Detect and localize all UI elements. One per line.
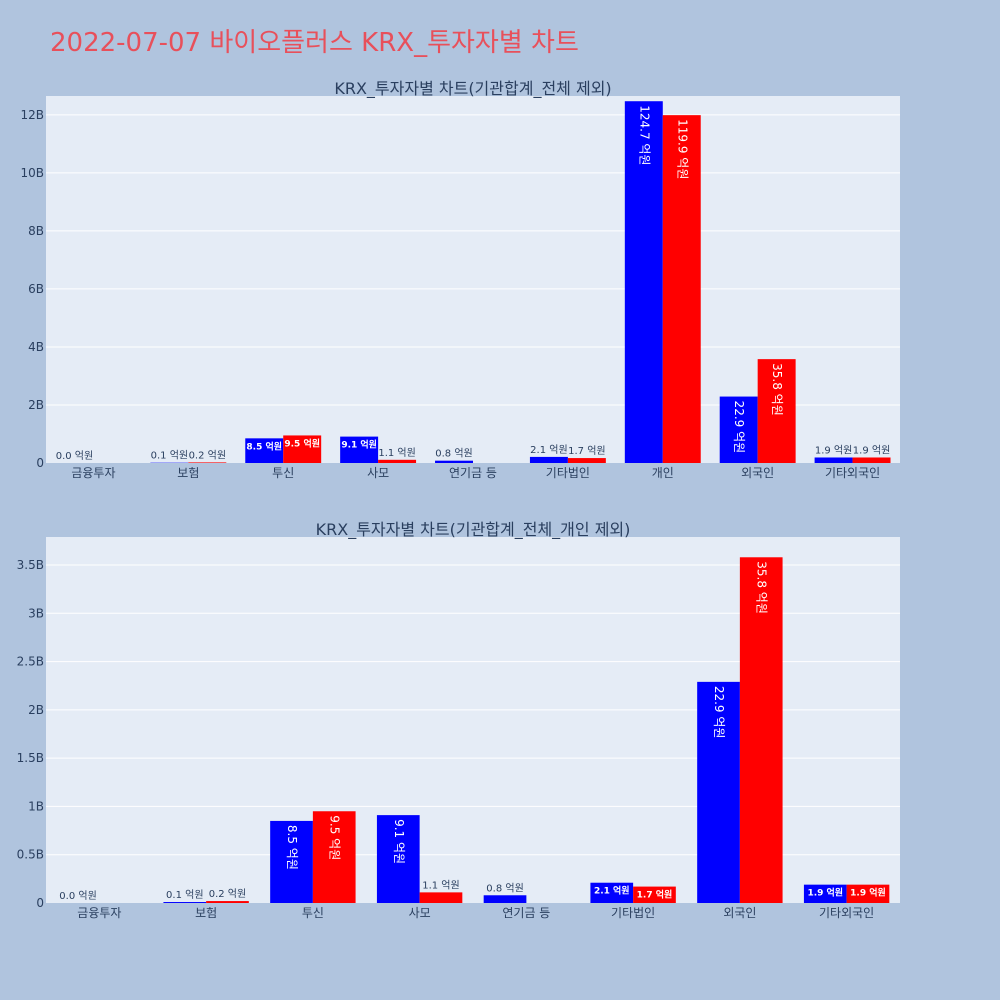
x-tick-label: 기타외국인 [819,906,874,920]
bar-data-label: 2.1 억원 [594,885,630,897]
bar-data-label: 1.1 억원 [422,879,459,891]
bar-red [846,884,890,903]
bar-data-label: 0.2 억원 [189,449,226,461]
y-tick-label: 4B [28,340,44,354]
bar-blue [435,460,473,463]
y-tick-label: 3B [28,606,44,620]
bar-blue [624,101,663,463]
x-tick-label: 연기금 등 [502,906,550,920]
bar-blue [340,436,379,463]
bar-data-label: 9.1 억원 [392,819,406,864]
x-tick-label: 기타법인 [611,906,655,920]
x-tick-label: 보험 [177,466,199,480]
y-tick-label: 0.5B [17,848,44,862]
y-tick-label: 2.5B [17,655,44,669]
bar-blue [719,396,758,463]
bar-data-label: 9.1 억원 [341,439,377,451]
bar-blue [529,456,568,463]
bar-blue [376,815,420,903]
bar-data-label: 0.2 억원 [209,888,246,900]
bar-data-label: 9.5 억원 [284,437,320,449]
bar-data-label: 1.7 억원 [568,445,605,457]
y-tick-label: 2B [28,703,44,717]
chart-panel-1: 0 2B 4B 6B 8B 10B 12B KRX_투자자별 차트(기관합계_전체 제외) 금융… [20,79,900,480]
x-tick-label: 개인 [652,466,674,480]
bar-red [188,462,227,463]
x-tick-label: 보험 [195,906,217,920]
y-tick-label: 6B [28,282,44,296]
x-tick-label: 금융투자 [77,906,121,920]
bar-red [852,457,891,463]
bar-blue [270,820,313,903]
bar-blue [803,884,847,903]
bar-blue [814,457,853,463]
y-tick-label: 2B [28,398,44,412]
bar-data-label: 0.8 억원 [486,882,523,894]
x-tick-label: 연기금 등 [449,466,497,480]
bar-blue [245,438,284,463]
x-tick-label: 투신 [272,466,294,480]
bar-blue [163,902,207,903]
y-tick-label: 1.5B [17,751,44,765]
bar-data-label: 0.8 억원 [435,448,472,460]
bar-data-label: 8.5 억원 [285,825,299,870]
bar-blue [697,681,740,903]
bar-blue [483,895,527,903]
bar-red [283,435,322,463]
bar-data-label: 1.9 억원 [850,887,886,899]
bar-data-label: 119.9 억원 [675,119,689,179]
x-tick-label: 외국인 [723,906,756,920]
x-tick-label: 사모 [367,466,389,480]
x-tick-label: 사모 [409,906,431,920]
x-tick-label: 금융투자 [71,466,115,480]
bar-data-label: 35.8 억원 [755,561,769,614]
x-tick-label: 기타외국인 [825,466,880,480]
bar-data-label: 22.9 억원 [732,401,746,454]
bar-red [757,359,796,463]
bar-data-label: 35.8 억원 [770,363,784,416]
x-tick-label: 기타법인 [546,466,590,480]
bar-data-label: 22.9 억원 [712,686,726,739]
bar-red [739,557,783,903]
y-tick-label: 1B [28,799,44,813]
bar-data-label: 1.9 억원 [853,444,890,456]
y-tick-label: 8B [28,224,44,238]
bar-data-label: 0.1 억원 [151,450,188,462]
bar-data-label: 1.1 억원 [378,447,415,459]
bar-red [312,811,356,903]
y-tick-label: 10B [20,166,44,180]
y-tick-label: 3.5B [17,558,44,572]
page-title: 2022-07-07 바이오플러스 KRX_투자자별 차트 [50,28,579,58]
bar-data-label: 0.0 억원 [56,450,93,462]
x-tick-label: 외국인 [741,466,774,480]
bar-data-label: 124.7 억원 [637,105,651,165]
bar-data-label: 0.1 억원 [166,889,203,901]
chart-panel-2: 0 0.5B 1B 1.5B 2B 2.5B 3B 3.5B KRX_투자자별 차트(기관합계_… [17,520,900,920]
bar-data-label: 9.5 억원 [328,815,342,860]
bar-red [662,115,701,463]
chart-title: KRX_투자자별 차트(기관합계_전체_개인 제외) [316,520,631,540]
bar-red [419,892,463,903]
bar-red [567,458,606,463]
bar-data-label: 8.5 억원 [246,440,282,452]
bar-red [206,901,249,903]
bar-data-label: 1.9 억원 [815,444,852,456]
y-tick-label: 12B [20,108,44,122]
bar-red [378,459,417,463]
bar-data-label: 1.9 억원 [807,887,843,899]
y-tick-label: 0 [36,896,44,910]
y-tick-label: 0 [36,456,44,470]
bar-data-label: 2.1 억원 [530,444,567,456]
bar-data-label: 1.7 억원 [637,889,673,901]
bar-data-label: 0.0 억원 [59,890,96,902]
chart-title: KRX_투자자별 차트(기관합계_전체 제외) [334,79,611,99]
x-tick-label: 투신 [302,906,324,920]
bar-red [633,886,676,903]
bar-blue [590,882,634,903]
